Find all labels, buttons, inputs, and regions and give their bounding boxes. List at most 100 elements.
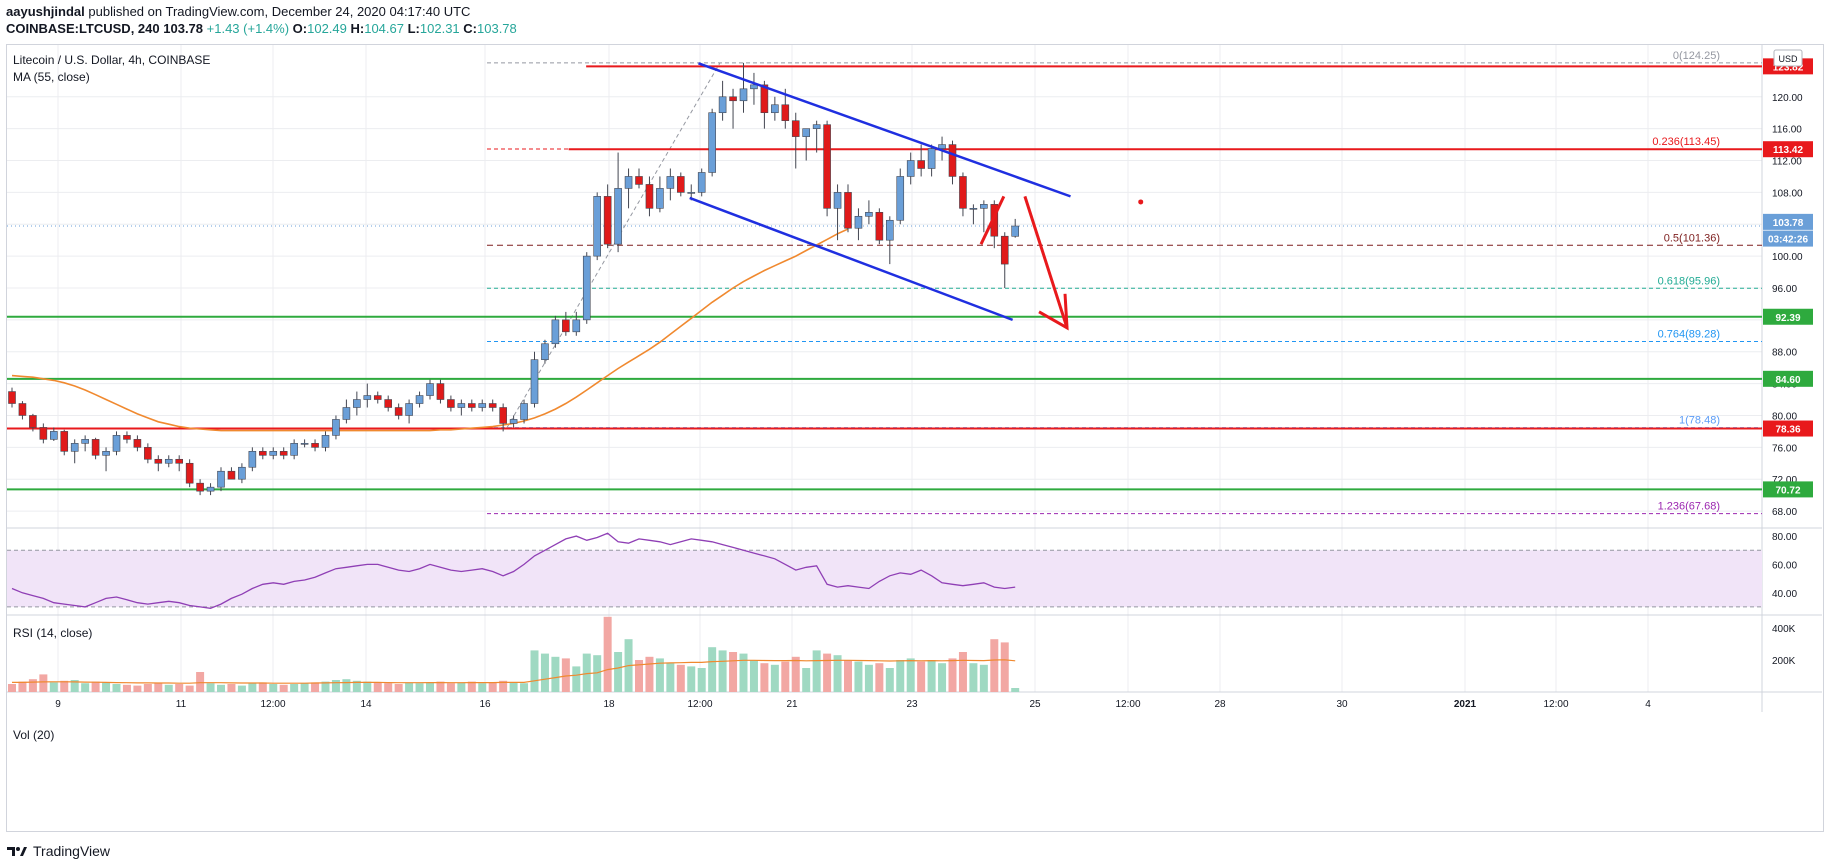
moving-average [11,228,849,432]
volume-bar [196,672,205,692]
price-tick-label: 88.00 [1772,348,1797,359]
rsi-tick-label: 80.00 [1772,532,1797,543]
volume-bar [28,679,37,692]
candle-body [885,219,894,241]
volume-bar [175,684,184,692]
volume-bar [635,660,643,692]
volume-bar [300,683,309,692]
fib-level-label: 0.236(113.45) [1652,136,1720,148]
volume-bar [217,684,225,692]
price-tick-label: 116.00 [1772,125,1802,136]
candle-body [582,255,591,321]
rsi-tick-label: 60.00 [1772,560,1797,571]
horizontal-levels[interactable] [7,65,1762,491]
volume-bar [551,656,560,692]
candle-body [980,204,988,209]
volume-bar [415,683,424,692]
channel-lower-line [689,196,1014,322]
price-badge [1763,420,1813,437]
candle-body [29,415,37,428]
candle-body [729,96,737,102]
open-value: 102.49 [307,21,347,36]
volume-bar [823,653,832,692]
volume-bar [655,658,664,692]
candle-body [624,176,633,189]
candle-body [415,395,424,404]
time-tick-label: 4 [1645,699,1651,710]
time-tick-label: 12:00 [1115,699,1140,710]
candle-body [697,172,706,193]
marker-dot [1138,199,1144,205]
volume-bar [488,682,497,692]
candle-body [771,104,779,114]
channel-upper-line [698,62,1071,198]
candle-body [541,343,549,360]
volume-bar [499,680,508,692]
volume-bar [593,655,602,692]
time-axis[interactable]: 9 11 12:00 14 16 18 12:00 21 23 25 12:00 28 30 2021 12… [55,699,1651,710]
candle-body [238,466,246,480]
volume-bar [770,664,779,692]
volume-bar [676,664,685,692]
candle-body [269,451,278,456]
footer-brand[interactable]: TradingView [33,843,111,859]
fib-level-label: 0.618(95.96) [1658,275,1720,287]
candle-body [896,176,905,221]
volume-bar [18,681,27,692]
candle-body [520,403,528,420]
volume-bar [739,653,748,692]
volume-bar [561,658,570,692]
candle-body [791,120,800,137]
candle-body [781,104,790,121]
rsi-line [11,532,1016,609]
trend-drawings[interactable] [689,62,1144,331]
price-badge-label: 92.39 [1775,313,1800,324]
price-tick-label: 76.00 [1772,443,1797,454]
published-text: published on TradingView.com, December 2… [88,4,471,19]
candle-body [1011,225,1020,237]
candle-body [60,431,69,452]
volume-tick-label: 400K [1772,624,1796,635]
candle-body [488,403,497,408]
candle-body [812,124,821,129]
candle-body [499,407,507,424]
candle-body [426,383,434,396]
volume-bar [206,683,215,692]
candle-body [290,443,298,456]
volume-tick-label: 200K [1772,656,1796,667]
time-tick-label: 12:00 [1543,699,1568,710]
volume-bar [896,660,905,692]
price-tick-label: 120.00 [1772,93,1803,104]
volume-bar [729,652,738,692]
volume-bar [875,663,884,692]
volume-bar [112,684,121,692]
candle-body [906,160,915,177]
volume-bar [958,652,967,692]
ma-legend: MA (55, close) [13,70,90,84]
volume-bar [436,681,445,692]
candle-body [635,176,643,185]
candle-body [206,486,215,492]
publisher-name[interactable]: aayushjindal [6,4,85,19]
volume-bar [833,655,842,692]
volume-bar [844,660,852,692]
volume-ma-line [12,659,1016,684]
open-label: O: [292,21,308,36]
currency-badge[interactable] [1773,49,1803,67]
candle-body [551,319,560,345]
fibonacci-retracement[interactable]: 0(124.25) 0.236(113.45) 0.5(101.36) 0.618(9… [487,50,1762,515]
candle-body [666,176,675,189]
candle-body [467,403,476,408]
price-change: +1.43 (+1.4%) [206,21,290,36]
time-tick-label: 30 [1336,699,1348,710]
price-axis[interactable]: 40.00 60.00 80.00 200K 400K 68.00 72.00 76.00 80… [1763,58,1813,667]
time-tick-label: 16 [479,699,491,710]
candle-body [948,144,957,177]
volume-bar [394,684,403,692]
volume-bar [687,666,696,692]
chart-frame [6,44,1824,832]
candle-body [854,215,863,229]
last-price: 103.78 [163,21,204,36]
volume-bar [572,666,581,692]
